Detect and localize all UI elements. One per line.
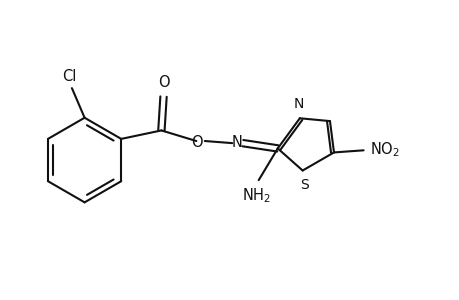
Text: NO$_2$: NO$_2$ [369, 140, 399, 159]
Text: O: O [157, 75, 169, 90]
Text: O: O [191, 135, 203, 150]
Text: N: N [232, 135, 242, 150]
Text: N: N [293, 97, 303, 111]
Text: S: S [300, 178, 308, 192]
Text: Cl: Cl [62, 69, 77, 84]
Text: NH$_2$: NH$_2$ [241, 187, 270, 205]
